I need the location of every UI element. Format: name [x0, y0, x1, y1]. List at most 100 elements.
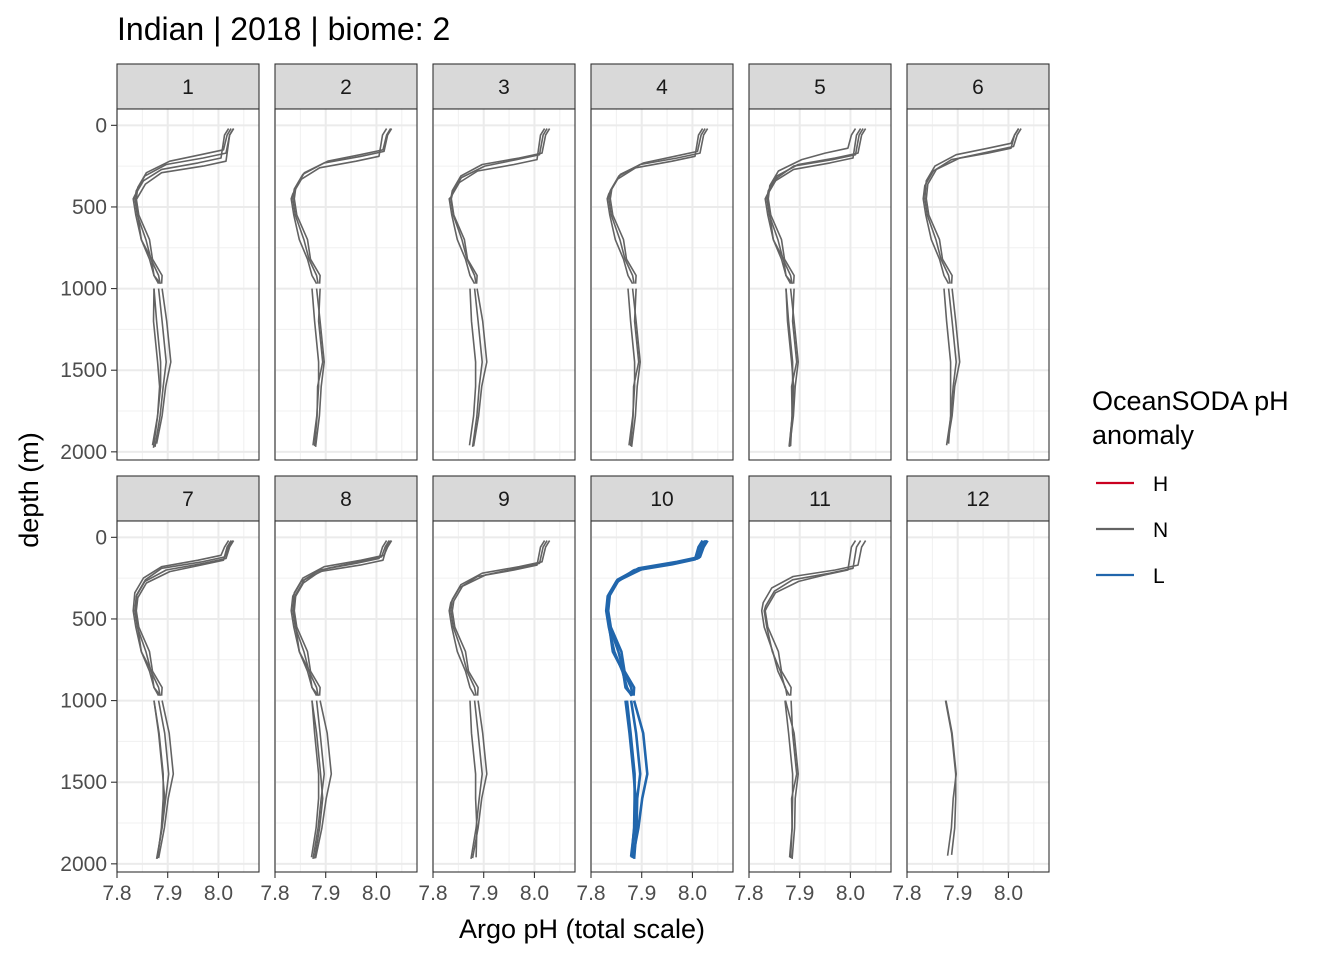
y-tick-label: 2000: [60, 441, 107, 464]
profile-line-upper: [132, 128, 230, 285]
profile-line-upper: [135, 540, 232, 696]
panel-border: [748, 108, 892, 461]
panel-border: [906, 108, 1050, 461]
panel-background: [907, 521, 1049, 872]
strip-label: 4: [656, 76, 668, 99]
x-axis-title: Argo pH (total scale): [459, 914, 705, 944]
panel-border: [274, 520, 418, 873]
x-tick-label: 7.9: [153, 882, 182, 905]
panel-background: [275, 109, 417, 460]
panel-3: 3: [432, 63, 576, 461]
strip-label: 1: [182, 76, 194, 99]
x-tick-label: 8.0: [204, 882, 233, 905]
profile-line-upper: [764, 540, 857, 696]
panel-11: 11 7.8 7.9 8.0: [734, 475, 892, 905]
strip-label: 3: [498, 76, 510, 99]
panel-9: 9 7.8 7.9 8.0: [418, 475, 576, 905]
profile-line-lower: [789, 700, 798, 859]
profile-line-lower: [311, 700, 324, 859]
panel-6: 6: [906, 63, 1050, 461]
profile-line-upper: [924, 128, 1020, 284]
profile-line-lower: [155, 288, 172, 444]
x-tick-label: 7.8: [102, 882, 131, 905]
profile-line-lower: [944, 700, 957, 855]
panel-background: [275, 521, 417, 872]
x-tick-label: 7.8: [892, 882, 921, 905]
y-axis-title: depth (m): [14, 432, 44, 548]
panel-border: [748, 520, 892, 873]
profile-line-lower: [470, 700, 483, 860]
profile-line-lower: [157, 700, 175, 859]
panel-5: 5: [748, 63, 892, 461]
panel-border: [432, 520, 576, 873]
strip-box: [906, 475, 1050, 522]
x-tick-label: 7.8: [260, 882, 289, 905]
profile-line-upper: [134, 128, 235, 285]
x-tick-label: 7.8: [576, 882, 605, 905]
strip-box: [432, 63, 576, 110]
profile-line-upper: [134, 540, 234, 697]
panel-border: [432, 108, 576, 461]
strip-label: 12: [966, 488, 989, 511]
panel-1: 1 0 500 1000 1500 2000: [60, 63, 260, 464]
panel-background: [433, 521, 575, 872]
y-tick-label: 1000: [60, 278, 107, 301]
x-tick-label: 8.0: [836, 882, 865, 905]
panel-background: [591, 109, 733, 460]
panel-12: 12 7.8 7.9 8.0: [892, 475, 1050, 905]
y-tick-label: 1000: [60, 690, 107, 713]
profile-line-upper: [132, 540, 230, 697]
profile-line-upper: [293, 128, 392, 284]
profile-line-lower: [314, 700, 333, 859]
panel-border: [116, 520, 260, 873]
profile-line-lower: [310, 700, 320, 858]
profile-line-lower: [153, 700, 166, 859]
profile-line-upper: [135, 128, 232, 284]
strip-label: 5: [814, 76, 826, 99]
x-tick-label: 7.9: [785, 882, 814, 905]
profile-line-upper: [763, 540, 862, 697]
panel-border: [590, 108, 734, 461]
profile-line-upper: [767, 128, 857, 284]
panel-background: [117, 521, 259, 872]
profile-line-upper: [450, 128, 548, 284]
x-tick-label: 8.0: [678, 882, 707, 905]
profile-line-upper: [766, 128, 864, 285]
strip-label: 7: [182, 488, 194, 511]
profile-line-lower: [152, 288, 161, 448]
y-tick-label: 1500: [60, 771, 107, 794]
legend-title-line: OceanSODA pH: [1092, 386, 1289, 416]
panel-10: 10 7.8 7.9 8.0: [576, 475, 734, 905]
legend-title-line: anomaly: [1092, 420, 1195, 450]
strip-label: 10: [650, 488, 673, 511]
strip-label: 11: [809, 488, 831, 511]
profile-line-upper: [760, 540, 867, 696]
strip-label: 2: [340, 76, 352, 99]
profile-line-lower: [312, 700, 325, 860]
panel-7: 7 0 500 1000 1500 2000 7.8 7.9 8.0: [60, 475, 260, 905]
strip-box: [590, 475, 734, 522]
profile-line-lower: [471, 700, 488, 859]
profile-line-upper: [292, 128, 393, 284]
strip-label: 6: [972, 76, 984, 99]
profile-line-upper: [922, 128, 1020, 285]
panel-background: [907, 109, 1049, 460]
x-tick-label: 7.8: [418, 882, 447, 905]
x-tick-label: 7.9: [311, 882, 340, 905]
profile-line-upper: [448, 540, 546, 697]
profile-line-lower: [624, 700, 637, 857]
strip-box: [116, 475, 260, 522]
strip-box: [748, 475, 892, 522]
y-tick-label: 0: [95, 526, 107, 549]
profile-line-lower: [468, 288, 477, 446]
legend-label-H: H: [1153, 473, 1168, 496]
x-tick-label: 8.0: [362, 882, 391, 905]
legend-label-L: L: [1153, 565, 1165, 588]
y-tick-label: 1500: [60, 359, 107, 382]
x-tick-label: 7.9: [627, 882, 656, 905]
x-tick-label: 7.9: [469, 882, 498, 905]
panel-background: [749, 109, 891, 460]
panel-4: 4: [590, 63, 734, 461]
profile-line-upper: [292, 540, 392, 697]
